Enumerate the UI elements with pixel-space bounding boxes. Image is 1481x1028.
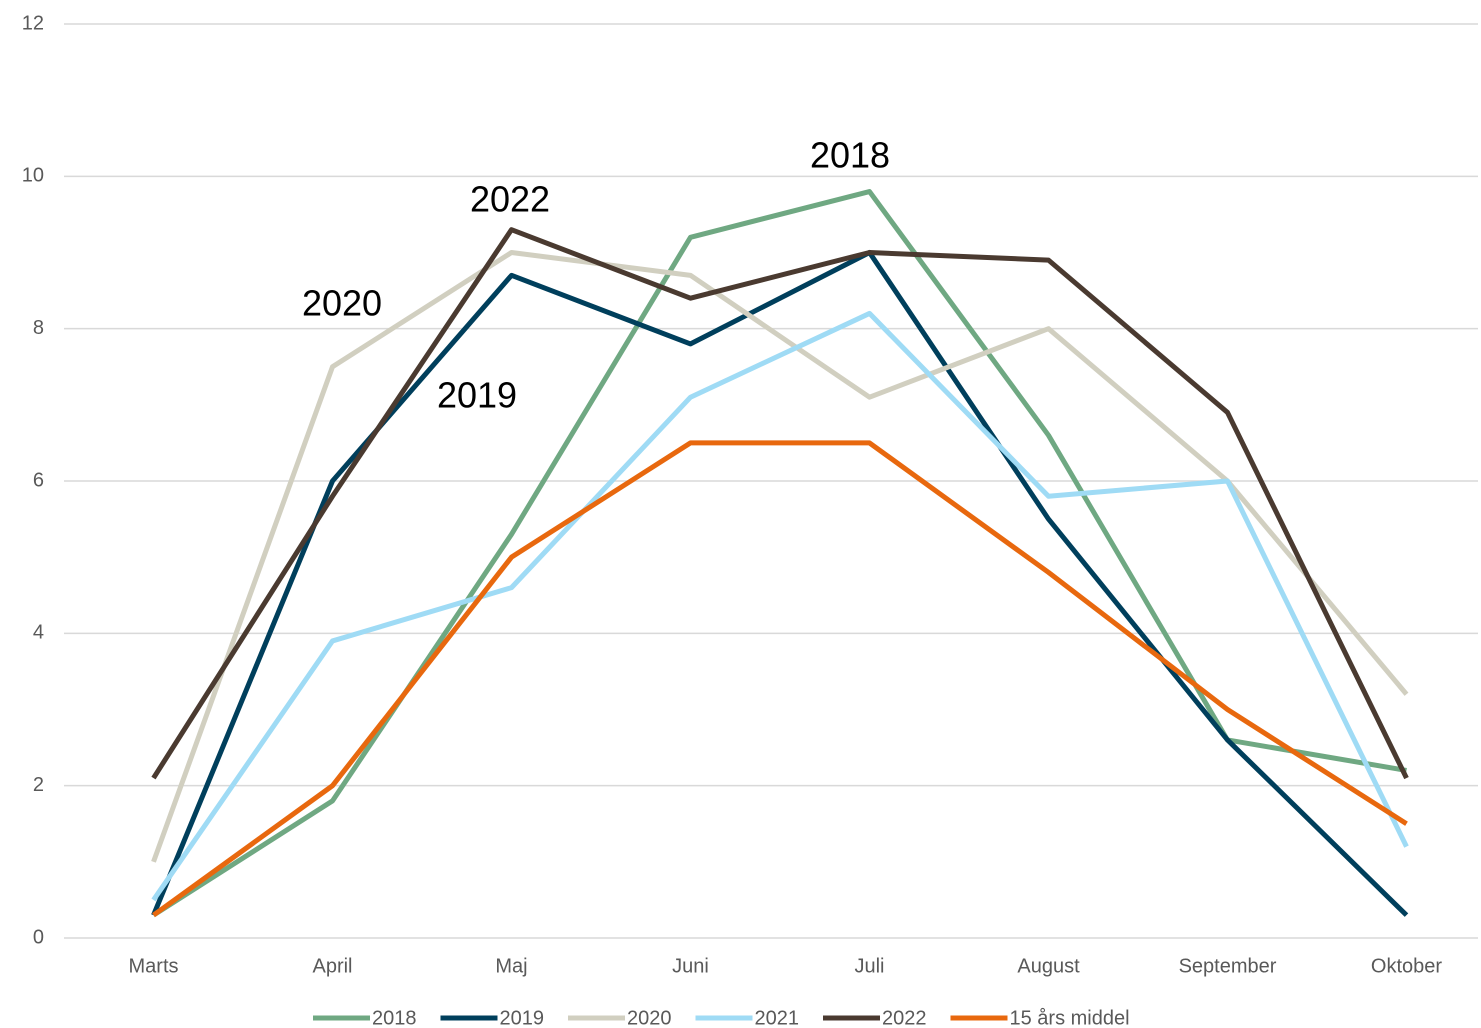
y-tick-label: 8 [33, 317, 44, 339]
x-tick-label: April [312, 955, 352, 977]
legend-label: 2020 [627, 1007, 672, 1028]
annotation: 2018 [810, 135, 890, 176]
annotation: 2020 [302, 283, 382, 324]
y-tick-label: 10 [22, 165, 44, 187]
series-line [151, 310, 1409, 902]
y-tick-label: 0 [33, 926, 44, 948]
x-tick-label: August [1017, 955, 1080, 977]
y-tick-label: 4 [33, 622, 44, 644]
annotation: 2019 [437, 375, 517, 416]
x-tick-label: Maj [495, 955, 527, 977]
x-tick-label: September [1179, 955, 1277, 977]
legend-label: 2019 [500, 1007, 545, 1028]
x-tick-label: Juli [854, 955, 884, 977]
legend-label: 15 års middel [1010, 1007, 1130, 1028]
y-tick-label: 12 [22, 12, 44, 34]
legend-label: 2018 [372, 1007, 417, 1028]
legend-label: 2022 [882, 1007, 927, 1028]
y-tick-label: 6 [33, 469, 44, 491]
series-line [151, 250, 1409, 917]
legend-label: 2021 [755, 1007, 800, 1028]
series-line [151, 250, 1409, 863]
x-tick-label: Juni [672, 955, 709, 977]
x-tick-label: Marts [129, 955, 179, 977]
series-line [151, 227, 1409, 780]
annotation: 2022 [470, 179, 550, 220]
y-tick-label: 2 [33, 774, 44, 796]
x-tick-label: Oktober [1371, 955, 1442, 977]
series-line [152, 440, 1408, 918]
